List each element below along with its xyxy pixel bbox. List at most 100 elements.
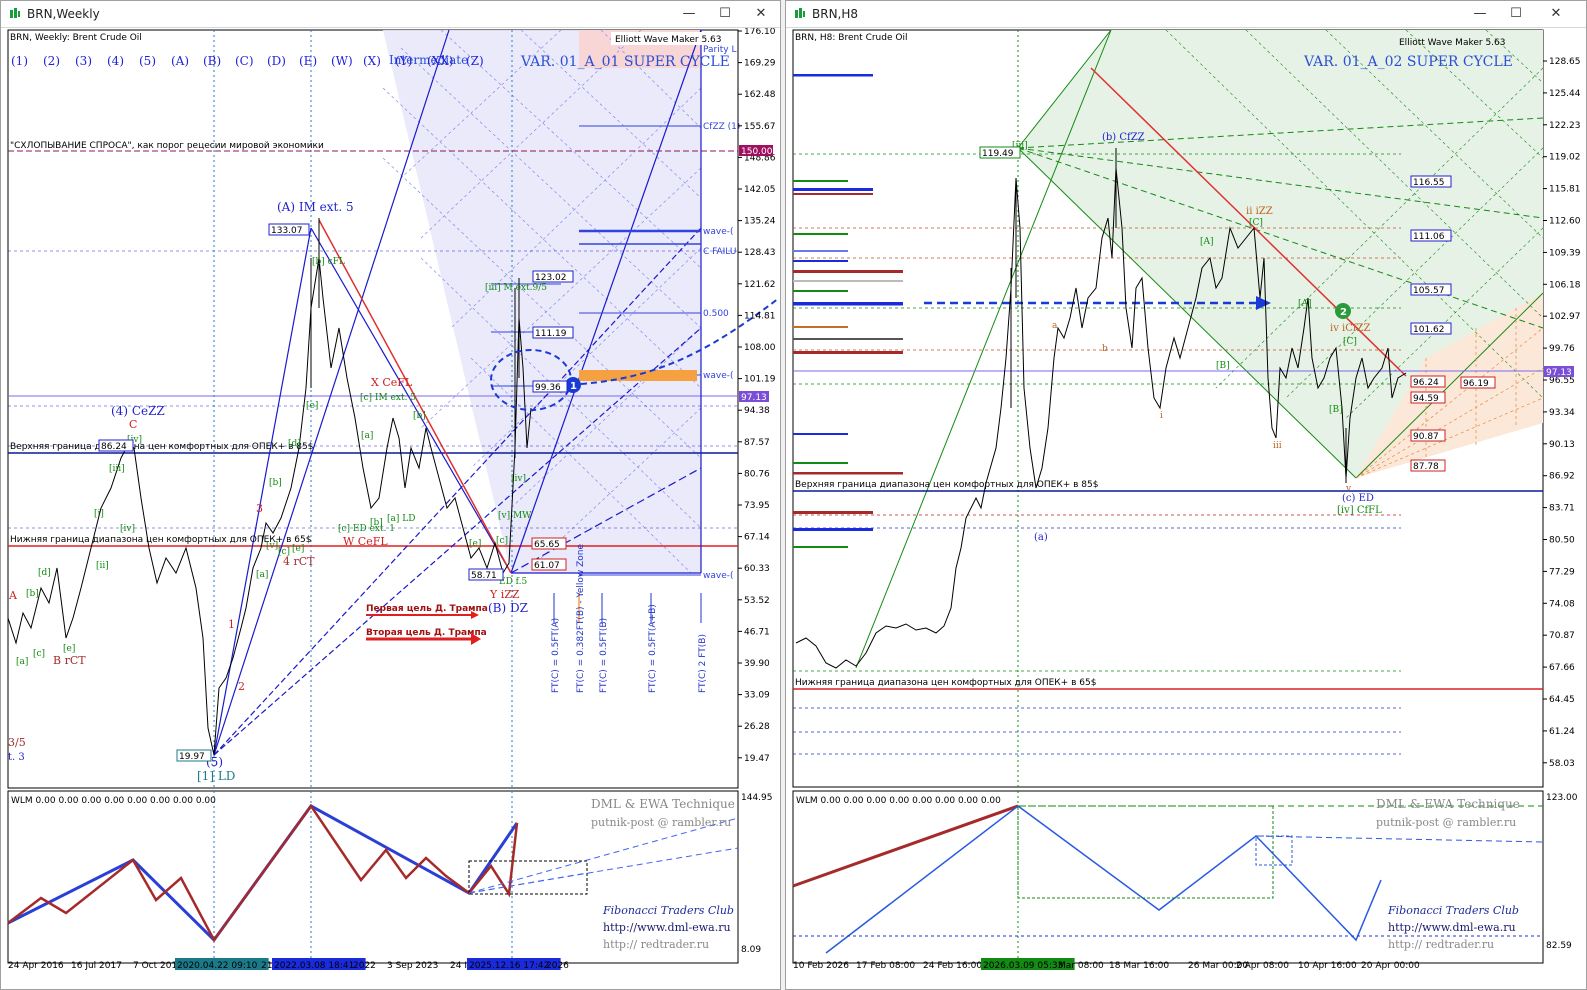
- right-wave-label-a: a: [1052, 321, 1058, 331]
- left-time-axis-label: 16 Jul 2017: [71, 961, 122, 971]
- right-price-axis-tick-label: 106.18: [1549, 280, 1581, 290]
- demand-collapse-label: "СХЛОПЫВАНИЕ СПРОСА", как порог рецесии …: [10, 141, 324, 151]
- wave-button[interactable]: (B): [203, 54, 221, 68]
- left-time-axis-label: 3 Sep 2023: [387, 961, 438, 971]
- wave-button[interactable]: (Y): [395, 54, 412, 68]
- right-chart-area[interactable]: Верхняя граница диапазона цен комфортных…: [786, 28, 1586, 989]
- minimize-button[interactable]: —: [682, 6, 696, 21]
- price-tag-text: 123.02: [535, 273, 567, 283]
- right-time-axis-label: Mar 08:00: [1058, 961, 1104, 971]
- right-price-tag-text: 111.06: [1413, 232, 1445, 242]
- left-price-tags: 133.07 123.02 111.19 99.36 65.65 61.07 58.71 19…: [98, 223, 574, 762]
- right-pitchfork-lines: [855, 29, 1544, 669]
- right-price-axis-tick-label: 86.92: [1549, 472, 1575, 482]
- wave-button[interactable]: (C): [235, 54, 254, 68]
- right-price-tag-text: 105.57: [1413, 286, 1445, 296]
- right-lower-opec-label: Нижняя граница диапазона цен комфортных …: [795, 678, 1096, 688]
- right-price-axis-tick-label: 119.02: [1549, 153, 1581, 163]
- right-axis-tag-9713: [1544, 366, 1574, 377]
- fib-vertical-label: FT(C) 2 FT(B): [698, 634, 708, 693]
- left-price-axis-tick-label: 60.33: [744, 564, 770, 574]
- left-candles: [310, 218, 520, 458]
- wave-button[interactable]: (2): [43, 54, 60, 68]
- right-side-label: wave-(: [703, 571, 734, 581]
- right-wave-label-B2: [B]: [1329, 405, 1343, 415]
- right-price-tag-box: [1410, 391, 1446, 404]
- right-price-tag-box: [1410, 429, 1446, 442]
- wave-label-b-cfl: [b] cFL: [312, 257, 345, 267]
- right-price-tag-box: [1410, 175, 1452, 188]
- wave-button[interactable]: (4): [107, 54, 124, 68]
- right-price-axis-tick-label: 96.55: [1549, 376, 1575, 386]
- right-price-axis-tick-label: 115.81: [1549, 185, 1581, 195]
- left-variant-label: VAR. 01_A_01 SUPER CYCLE: [520, 54, 730, 70]
- wave-label-d: [d]: [38, 568, 51, 578]
- left-titlebar[interactable]: BRN,Weekly — ☐ ✕: [1, 1, 780, 28]
- right-wlm-box: [1017, 805, 1274, 899]
- wave-label-one: 1: [228, 618, 235, 631]
- maximize-button[interactable]: ☐: [1510, 6, 1522, 21]
- close-button[interactable]: ✕: [1550, 6, 1562, 21]
- wave-button[interactable]: (Z): [466, 54, 484, 68]
- wave-label-iii: [iii]: [109, 464, 125, 474]
- wave-label-b-dz: (B) DZ: [488, 601, 528, 615]
- wave-button[interactable]: (E): [299, 54, 317, 68]
- right-wave-labels: [iii] (b) CfZZ ii iZZ iv iCfZZ (c) ED[iv] Cf…: [1012, 132, 1382, 543]
- right-price-axis-tick-label: 128.65: [1549, 57, 1581, 67]
- wave-button[interactable]: (A): [171, 54, 189, 68]
- left-wlm-panel: [7, 790, 739, 964]
- wave-button[interactable]: (1): [11, 54, 28, 68]
- left-chart-window[interactable]: BRN,Weekly — ☐ ✕: [0, 0, 781, 990]
- right-wave-label-A: [A]: [1200, 237, 1214, 247]
- wave-label-a3: [a]: [256, 570, 268, 580]
- wave-label-xt3: t. 3: [8, 752, 25, 763]
- upper-opec-label: Верхняя граница диапазона цен комфортных…: [10, 442, 313, 452]
- wave-button[interactable]: (3): [75, 54, 92, 68]
- left-chart-area[interactable]: "СХЛОПЫВАНИЕ СПРОСА", как порог рецесии …: [1, 28, 780, 989]
- wave-label-v: [v]: [266, 541, 278, 551]
- right-price-tag-text: 94.59: [1413, 394, 1439, 404]
- left-price-axis-tick-label: 148.86: [744, 153, 776, 163]
- wave-button[interactable]: (5): [139, 54, 156, 68]
- left-price-axis-tick-label: 135.24: [744, 217, 776, 227]
- right-wlm-axis-top: 123.00: [1546, 793, 1578, 803]
- right-wave-label-C2: [C]: [1343, 337, 1357, 347]
- wave-button[interactable]: (XX): [427, 54, 453, 68]
- price-tag-box: [531, 537, 567, 550]
- right-candles: [1010, 148, 1347, 483]
- price-tag-box: [531, 558, 567, 571]
- wave-label-c-ed: [c] ED ext. 1: [338, 524, 395, 534]
- wave-label-b-rct: B rCT: [53, 654, 86, 667]
- right-brand-1: DML & EWA Technique: [1376, 797, 1520, 811]
- wave-button[interactable]: (X): [363, 54, 381, 68]
- right-variant-label: VAR. 01_A_02 SUPER CYCLE: [1303, 54, 1513, 70]
- minimize-button[interactable]: —: [1473, 6, 1487, 21]
- marker-2-label: 2: [1340, 307, 1347, 318]
- left-price-axis-tick-label: 162.48: [744, 90, 776, 100]
- wave-label-x-cefl: X CeFL: [371, 376, 413, 389]
- right-titlebar[interactable]: BRN,H8 — ☐ ✕: [786, 1, 1586, 28]
- wave-button[interactable]: (W): [331, 54, 353, 68]
- wave-button[interactable]: (D): [267, 54, 286, 68]
- left-chart-header: BRN, Weekly: Brent Crude Oil: [10, 33, 142, 43]
- right-price-tag-text: 96.19: [1463, 379, 1489, 389]
- right-price-axis-tick-label: 99.76: [1549, 344, 1575, 354]
- left-price-axis-tick-label: 142.05: [744, 185, 776, 195]
- right-price-tag-box: [1410, 375, 1446, 388]
- left-brand-4: http://www.dml-ewa.ru: [603, 921, 731, 934]
- right-time-axis-label: 17 Feb 08:00: [856, 961, 915, 971]
- left-v-grid: [213, 30, 513, 788]
- right-price-series: [795, 167, 1407, 669]
- right-time-axis-highlight: [981, 958, 1075, 970]
- left-time-axis-label: 2025.12.16 17:42: [469, 961, 549, 971]
- right-chart-window[interactable]: BRN,H8 — ☐ ✕: [785, 0, 1587, 990]
- close-button[interactable]: ✕: [755, 6, 767, 21]
- left-time-axis-label: 7 Oct 201: [133, 961, 177, 971]
- maximize-button[interactable]: ☐: [719, 6, 731, 21]
- right-price-axis-tick-label: 74.08: [1549, 599, 1575, 609]
- marker-circle-2: [1335, 303, 1351, 319]
- right-price-tag-text: 116.55: [1413, 178, 1445, 188]
- left-fan-grid: [382, 29, 702, 574]
- right-price-axis-tick-label: 58.03: [1549, 759, 1575, 769]
